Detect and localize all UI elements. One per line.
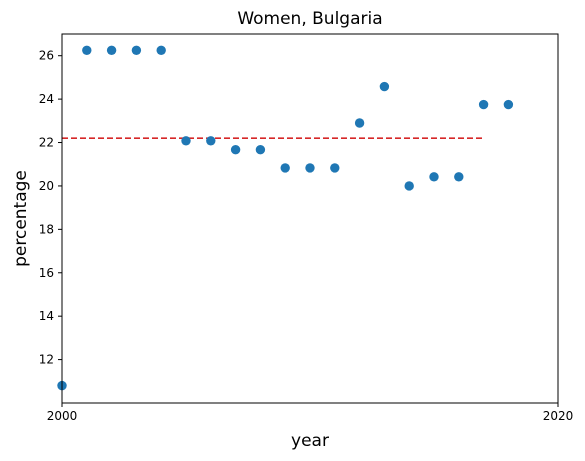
y-tick-label: 16 (39, 266, 54, 280)
data-point (354, 118, 365, 128)
y-tick-label: 24 (39, 92, 54, 106)
x-tick-label: 2000 (47, 409, 78, 423)
data-point (106, 45, 117, 55)
data-point (156, 45, 166, 55)
data-point (131, 45, 142, 55)
data-point (330, 163, 340, 173)
data-point (503, 99, 514, 110)
y-axis-title: percentage (11, 170, 31, 267)
data-point (454, 172, 464, 182)
data-point (379, 81, 390, 92)
data-point (230, 144, 241, 155)
data-point (305, 163, 315, 173)
x-tick-label: 2020 (543, 409, 574, 423)
y-tick-label: 22 (39, 136, 54, 150)
data-point (181, 136, 191, 146)
data-point (82, 45, 92, 55)
y-tick-label: 18 (39, 222, 54, 236)
y-tick-label: 20 (39, 179, 54, 193)
data-point (206, 136, 216, 146)
axis-ticks: 2000 2020 12 14 16 18 20 22 24 26 (39, 49, 574, 423)
chart-title: Women, Bulgaria (237, 9, 382, 29)
data-point (429, 172, 439, 182)
x-axis-title: year (291, 431, 329, 451)
y-tick-label: 14 (39, 309, 54, 323)
y-tick-label: 26 (39, 49, 54, 63)
data-point (404, 181, 414, 191)
plot-area (57, 45, 514, 391)
data-point (255, 144, 266, 155)
y-tick-label: 12 (39, 353, 54, 367)
data-point (478, 99, 489, 110)
axes-frame (61, 33, 559, 404)
data-point (280, 163, 290, 173)
